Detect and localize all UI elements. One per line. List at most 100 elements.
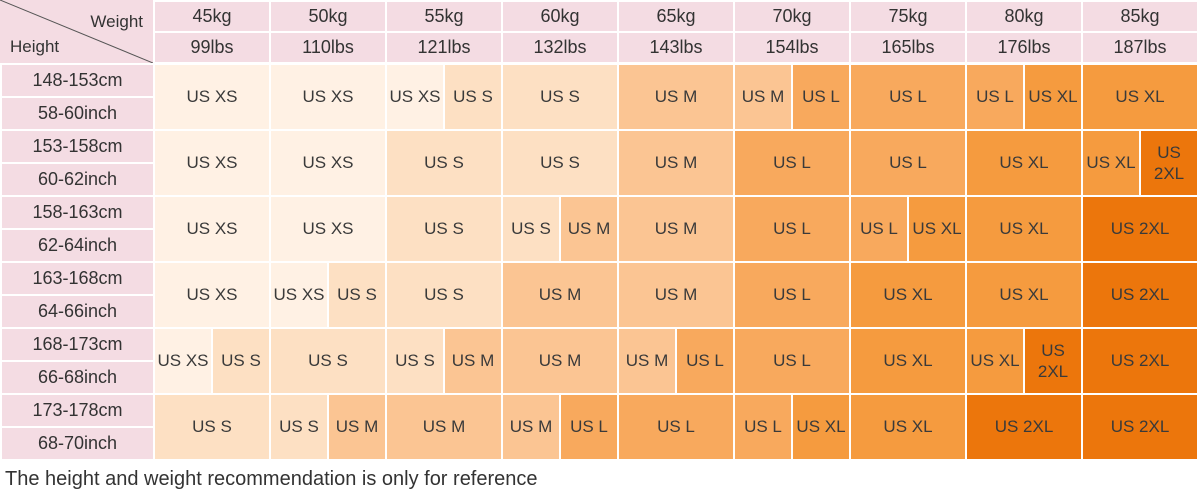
weight-kg-header: 85kg <box>1083 2 1197 31</box>
size-cell-split: US S <box>271 395 327 459</box>
size-cell: US XS <box>155 197 269 261</box>
size-cell: US 2XL <box>1083 263 1197 327</box>
weight-kg-header: 65kg <box>619 2 733 31</box>
size-cell: US XS <box>155 131 269 195</box>
height-cm-label: 168-173cm <box>2 329 153 360</box>
reference-note: The height and weight recommendation is … <box>5 468 538 490</box>
size-cell-split: US XS <box>387 65 443 129</box>
height-inch-label: 66-68inch <box>2 362 153 393</box>
weight-kg-header: 45kg <box>155 2 269 31</box>
height-cm-label: 173-178cm <box>2 395 153 426</box>
size-cell-split: US S <box>503 197 559 261</box>
size-cell: US XS <box>271 197 385 261</box>
size-cell-split: US XL <box>1083 131 1139 195</box>
weight-lbs-header: 121lbs <box>387 33 501 62</box>
size-cell: US 2XL <box>1083 329 1197 393</box>
size-cell-split: US M <box>329 395 385 459</box>
weight-kg-header: 50kg <box>271 2 385 31</box>
height-inch-label: 58-60inch <box>2 98 153 129</box>
weight-lbs-header: 154lbs <box>735 33 849 62</box>
corner-header: Weight Height <box>0 0 153 63</box>
size-cell-split: US 2XL <box>1025 329 1081 393</box>
size-cell: US XL <box>967 131 1081 195</box>
size-cell-split: US L <box>851 197 907 261</box>
diagonal-divider <box>0 0 153 63</box>
weight-lbs-header: 110lbs <box>271 33 385 62</box>
weight-lbs-header: 187lbs <box>1083 33 1197 62</box>
weight-lbs-header: 165lbs <box>851 33 965 62</box>
size-cell-split: US XL <box>909 197 965 261</box>
weight-lbs-header: 176lbs <box>967 33 1081 62</box>
weight-lbs-header: 132lbs <box>503 33 617 62</box>
size-cell: US S <box>155 395 269 459</box>
size-cell-split: US L <box>735 395 791 459</box>
size-cell: US M <box>619 65 733 129</box>
size-cell: US S <box>387 263 501 327</box>
size-cell: US M <box>503 263 617 327</box>
size-cell: US S <box>503 65 617 129</box>
height-cm-label: 153-158cm <box>2 131 153 162</box>
size-cell: US XL <box>851 395 965 459</box>
weight-axis-label: Weight <box>90 12 143 31</box>
size-cell-split: US M <box>445 329 501 393</box>
height-inch-label: 60-62inch <box>2 164 153 195</box>
height-inch-label: 62-64inch <box>2 230 153 261</box>
size-cell-split: US S <box>213 329 269 393</box>
weight-lbs-header: 99lbs <box>155 33 269 62</box>
size-cell: US 2XL <box>967 395 1081 459</box>
size-cell: US XS <box>155 263 269 327</box>
height-cm-label: 148-153cm <box>2 65 153 96</box>
size-cell-split: US M <box>503 395 559 459</box>
weight-kg-header: 55kg <box>387 2 501 31</box>
size-cell-split: US L <box>793 65 849 129</box>
size-cell-split: US S <box>445 65 501 129</box>
size-cell-split: US 2XL <box>1141 131 1197 195</box>
size-cell: US L <box>619 395 733 459</box>
height-axis-label: Height <box>10 37 60 56</box>
weight-kg-header: 60kg <box>503 2 617 31</box>
size-cell: US XS <box>271 131 385 195</box>
size-cell: US M <box>619 263 733 327</box>
size-cell: US L <box>735 329 849 393</box>
size-cell: US 2XL <box>1083 197 1197 261</box>
size-cell-split: US L <box>677 329 733 393</box>
size-cell: US M <box>387 395 501 459</box>
size-cell: US XL <box>851 329 965 393</box>
weight-kg-header: 70kg <box>735 2 849 31</box>
height-cm-label: 158-163cm <box>2 197 153 228</box>
size-cell: US XL <box>1083 65 1197 129</box>
size-cell-split: US M <box>619 329 675 393</box>
size-cell: US S <box>387 131 501 195</box>
size-cell-split: US S <box>387 329 443 393</box>
size-cell-split: US M <box>561 197 617 261</box>
size-chart: Weight Height 45kg 99lbs 50kg 110lbs 55kg 121… <box>0 0 1197 459</box>
size-cell: US L <box>735 197 849 261</box>
size-cell-split: US XL <box>967 329 1023 393</box>
size-cell-split: US XL <box>1025 65 1081 129</box>
size-cell: US L <box>735 263 849 327</box>
size-cell: US XL <box>851 263 965 327</box>
size-cell-split: US S <box>329 263 385 327</box>
size-cell: US L <box>851 131 965 195</box>
size-cell-split: US L <box>967 65 1023 129</box>
size-cell-split: US XL <box>793 395 849 459</box>
size-cell-split: US L <box>561 395 617 459</box>
size-cell-split: US M <box>735 65 791 129</box>
height-cm-label: 163-168cm <box>2 263 153 294</box>
size-cell: US M <box>619 197 733 261</box>
size-cell: US S <box>387 197 501 261</box>
size-cell: US S <box>271 329 385 393</box>
weight-lbs-header: 143lbs <box>619 33 733 62</box>
size-cell: US XS <box>155 65 269 129</box>
size-cell: US M <box>503 329 617 393</box>
height-inch-label: 64-66inch <box>2 296 153 327</box>
size-cell: US 2XL <box>1083 395 1197 459</box>
size-cell: US L <box>735 131 849 195</box>
size-cell: US S <box>503 131 617 195</box>
size-cell: US XL <box>967 197 1081 261</box>
size-cell-split: US XS <box>271 263 327 327</box>
size-cell: US XL <box>967 263 1081 327</box>
weight-kg-header: 80kg <box>967 2 1081 31</box>
size-cell: US M <box>619 131 733 195</box>
size-cell-split: US XS <box>155 329 211 393</box>
